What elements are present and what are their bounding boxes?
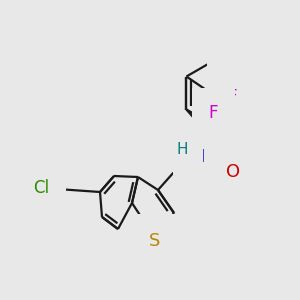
Text: O: O <box>226 163 240 181</box>
Text: F: F <box>228 88 237 106</box>
Text: F: F <box>209 104 218 122</box>
Text: N: N <box>191 148 205 166</box>
Text: F: F <box>224 73 233 91</box>
Text: Cl: Cl <box>33 179 49 197</box>
Text: S: S <box>149 232 161 250</box>
Text: H: H <box>176 142 188 157</box>
